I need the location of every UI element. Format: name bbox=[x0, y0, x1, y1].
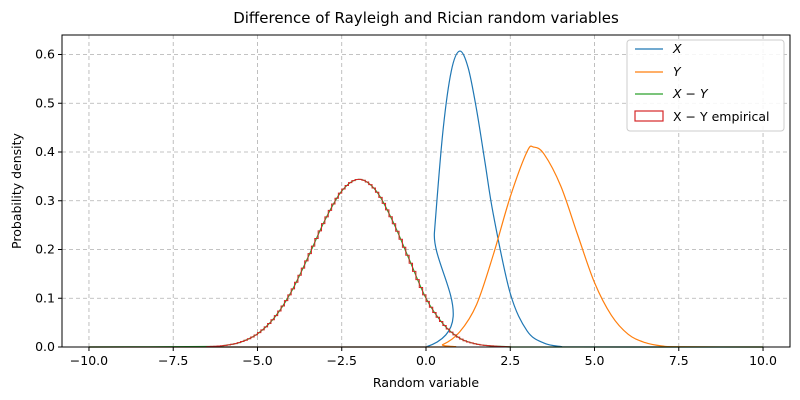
legend: X Y X − Y X − Y empirical bbox=[626, 39, 785, 132]
y-tick-label: 0.6 bbox=[35, 47, 55, 62]
y-tick-label: 0.4 bbox=[35, 144, 55, 159]
x-axis: −10.0 −7.5 −5.0 −2.5 0.0 2.5 5.0 7.5 10.0 bbox=[70, 347, 777, 368]
y-axis: 0.0 0.1 0.2 0.3 0.4 0.5 0.6 bbox=[35, 47, 62, 354]
legend-label-x: X bbox=[672, 41, 682, 56]
legend-swatch-empirical bbox=[634, 110, 664, 122]
legend-box bbox=[626, 39, 785, 132]
x-tick-label: 5.0 bbox=[585, 353, 605, 368]
y-tick-label: 0.3 bbox=[35, 193, 55, 208]
legend-label-x-minus-y: X − Y bbox=[672, 86, 709, 101]
y-tick-label: 0.0 bbox=[35, 339, 55, 354]
x-tick-label: −10.0 bbox=[70, 353, 108, 368]
y-tick-label: 0.1 bbox=[35, 290, 55, 305]
y-tick-label: 0.2 bbox=[35, 242, 55, 257]
x-tick-label: 10.0 bbox=[749, 353, 777, 368]
series-line-y bbox=[88, 145, 764, 348]
histogram-empirical bbox=[206, 178, 511, 348]
y-tick-label: 0.5 bbox=[35, 95, 55, 110]
chart-title: Difference of Rayleigh and Rician random… bbox=[233, 9, 619, 27]
x-tick-label: −5.0 bbox=[242, 353, 272, 368]
series-line-x bbox=[88, 50, 764, 348]
legend-label-y: Y bbox=[673, 64, 682, 79]
x-tick-label: 0.0 bbox=[416, 353, 436, 368]
x-tick-label: 2.5 bbox=[500, 353, 520, 368]
y-axis-label: Probability density bbox=[9, 132, 24, 248]
x-tick-label: −2.5 bbox=[327, 353, 357, 368]
x-axis-label: Random variable bbox=[373, 375, 479, 390]
plot-series bbox=[88, 50, 764, 348]
x-tick-label: 7.5 bbox=[669, 353, 689, 368]
legend-label-empirical: X − Y empirical bbox=[673, 109, 769, 124]
x-tick-label: −7.5 bbox=[158, 353, 188, 368]
